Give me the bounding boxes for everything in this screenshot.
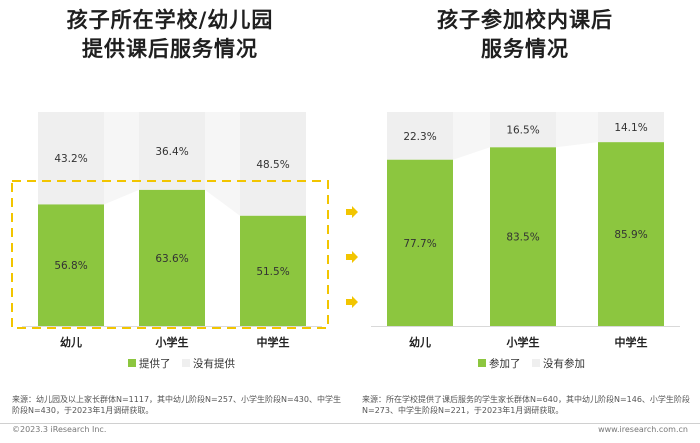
title-right-line-0: 孩子参加校内课后: [437, 8, 613, 32]
chart0-legend-提供了: 提供了: [139, 357, 171, 370]
chart1-connector-0: [453, 112, 490, 160]
chart0-tick-小学生: 小学生: [155, 335, 189, 349]
chart1-legend-参加了: 参加了: [489, 357, 521, 370]
website: www.iresearch.com.cn: [598, 425, 688, 434]
chart0-label-没有提供-小学生: 36.4%: [155, 146, 188, 158]
chart0-legend-没有提供: 没有提供: [193, 357, 235, 370]
chart1-connector-1: [556, 112, 598, 148]
chart1-bar-没有参加-中学生: [598, 112, 664, 143]
right-chart-title: 孩子参加校内课后 服务情况: [360, 6, 690, 64]
chart0-connector-1: [205, 112, 240, 216]
chart0-label-没有提供-幼儿: 43.2%: [54, 153, 87, 165]
chart1-bar-没有参加-小学生: [490, 112, 556, 148]
chart0-legend-swatch-没有提供: [182, 359, 190, 367]
left-source-note: 来源：幼儿园及以上家长群体N=1117，其中幼儿阶段N=257、小学生阶段N=4…: [12, 395, 341, 415]
chart0-bar-没有提供-小学生: [139, 112, 205, 190]
title-left-line-1: 提供课后服务情况: [82, 37, 258, 61]
chart1-label-参加了-中学生: 85.9%: [614, 229, 647, 241]
chart1-tick-幼儿: 幼儿: [409, 335, 431, 349]
chart1-tick-中学生: 中学生: [615, 335, 648, 349]
title-right-line-1: 服务情况: [481, 37, 569, 61]
right-source-note: 来源：所在学校提供了课后服务的学生家长群体N=640，其中幼儿阶段N=146、小…: [362, 395, 690, 415]
chart1-legend-没有参加: 没有参加: [543, 357, 585, 370]
chart1-label-没有参加-中学生: 14.1%: [614, 122, 647, 134]
arrow-icon-1: [346, 251, 358, 263]
chart1-label-参加了-幼儿: 77.7%: [403, 238, 436, 250]
chart1-bar-没有参加-幼儿: [387, 112, 453, 160]
chart1-bar-参加了-小学生: [490, 147, 556, 326]
highlight-box: [11, 180, 329, 329]
chart1-label-参加了-小学生: 83.5%: [506, 232, 539, 244]
chart1-tick-小学生: 小学生: [506, 335, 540, 349]
chart0-bar-没有提供-幼儿: [38, 112, 104, 205]
chart1-bar-参加了-幼儿: [387, 159, 453, 326]
chart0-tick-幼儿: 幼儿: [60, 335, 82, 349]
chart0-legend-swatch-提供了: [128, 359, 136, 367]
left-chart-title: 孩子所在学校/幼儿园 提供课后服务情况: [20, 6, 320, 64]
chart0-bar-提供了-小学生: [139, 189, 205, 326]
chart1-bar-参加了-中学生: [598, 142, 664, 326]
chart0-bar-没有提供-中学生: [240, 112, 306, 216]
chart0-label-提供了-幼儿: 56.8%: [54, 260, 87, 272]
chart0-bar-提供了-幼儿: [38, 204, 104, 326]
chart0-connector-0: [104, 112, 139, 205]
arrow-icon-2: [346, 296, 358, 308]
chart0-label-提供了-小学生: 63.6%: [155, 253, 188, 265]
chart1-label-没有参加-小学生: 16.5%: [506, 125, 539, 137]
title-left-line-0: 孩子所在学校/幼儿园: [66, 8, 274, 32]
chart1-label-没有参加-幼儿: 22.3%: [403, 131, 436, 143]
footer-divider: [0, 423, 700, 424]
chart0-label-没有提供-中学生: 48.5%: [256, 159, 289, 171]
chart0-bar-提供了-中学生: [240, 215, 306, 326]
chart1-legend-swatch-没有参加: [532, 359, 540, 367]
chart1-legend-swatch-参加了: [478, 359, 486, 367]
chart0-tick-中学生: 中学生: [257, 335, 290, 349]
chart0-label-提供了-中学生: 51.5%: [256, 266, 289, 278]
copyright: ©2023.3 iResearch Inc.: [12, 425, 107, 434]
arrow-icon-0: [346, 206, 358, 218]
